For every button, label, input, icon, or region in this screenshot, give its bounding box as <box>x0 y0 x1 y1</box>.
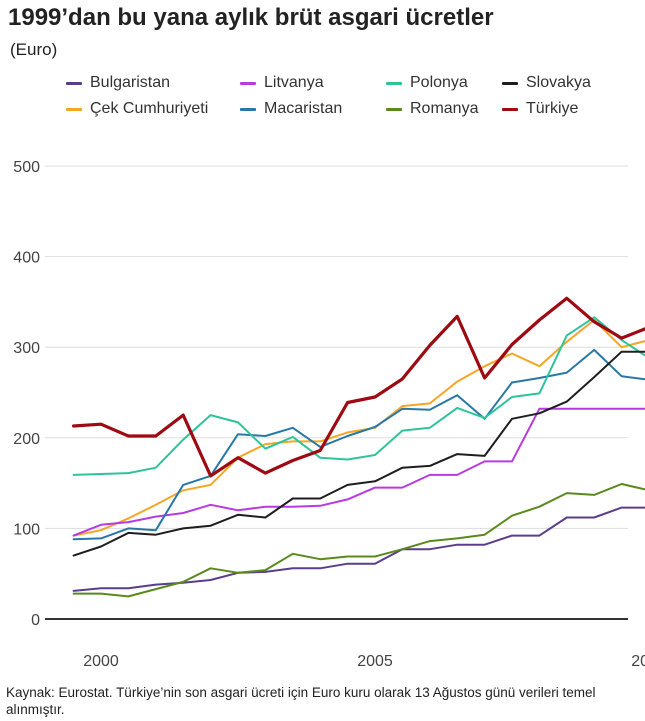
legend-swatch <box>240 107 256 111</box>
legend-item: Çek Cumhuriyeti <box>66 100 208 118</box>
legend-label: Litvanya <box>264 74 324 91</box>
legend-label: Bulgaristan <box>90 74 171 91</box>
legend-swatch <box>240 81 256 85</box>
legend-label: Polonya <box>410 74 468 91</box>
y-tick-label: 0 <box>31 612 40 629</box>
series-line-6 <box>72 350 645 557</box>
series-line-7 <box>71 296 645 478</box>
legend-swatch <box>386 107 402 111</box>
y-tick-label: 400 <box>13 250 40 267</box>
series-line-4 <box>72 316 645 476</box>
legend-item: Polonya <box>386 74 468 92</box>
legend-item: Romanya <box>386 100 478 118</box>
series-line-3 <box>72 348 645 541</box>
legend-label: Macaristan <box>264 100 343 117</box>
line-chart: 010020030040050020002005201020152018 <box>13 159 645 670</box>
legend-label: Çek Cumhuriyeti <box>90 100 209 117</box>
chart-legend: Bulgaristan Çek Cumhuriyeti Litvanya Macari… <box>66 72 626 128</box>
legend-label: Slovakya <box>526 74 591 91</box>
legend-item: Macaristan <box>240 100 342 118</box>
y-tick-label: 500 <box>13 159 40 176</box>
legend-swatch <box>502 81 518 85</box>
y-tick-label: 300 <box>13 340 40 357</box>
legend-swatch <box>66 107 82 111</box>
y-tick-label: 200 <box>13 431 40 448</box>
legend-swatch <box>386 81 402 85</box>
chart-title: 1999’dan bu yana aylık brüt asgari ücret… <box>8 4 494 31</box>
series-line-2 <box>72 407 645 537</box>
legend-label: Romanya <box>410 100 479 117</box>
x-tick-label: 2000 <box>83 653 119 670</box>
legend-item: Bulgaristan <box>66 74 170 92</box>
legend-item: Slovakya <box>502 74 591 92</box>
y-tick-label: 100 <box>13 521 40 538</box>
series-line-5 <box>72 483 645 598</box>
x-tick-label: 2005 <box>357 653 393 670</box>
chart-subtitle: (Euro) <box>10 40 58 59</box>
legend-item: Türkiye <box>502 100 578 118</box>
legend-item: Litvanya <box>240 74 324 92</box>
source-note: Kaynak: Eurostat. Türkiye’nin son asgari… <box>6 685 596 717</box>
legend-swatch <box>66 81 82 85</box>
legend-swatch <box>502 107 518 111</box>
legend-label: Türkiye <box>526 100 579 117</box>
x-tick-label: 2010 <box>631 653 645 670</box>
series-line-0 <box>72 506 645 592</box>
